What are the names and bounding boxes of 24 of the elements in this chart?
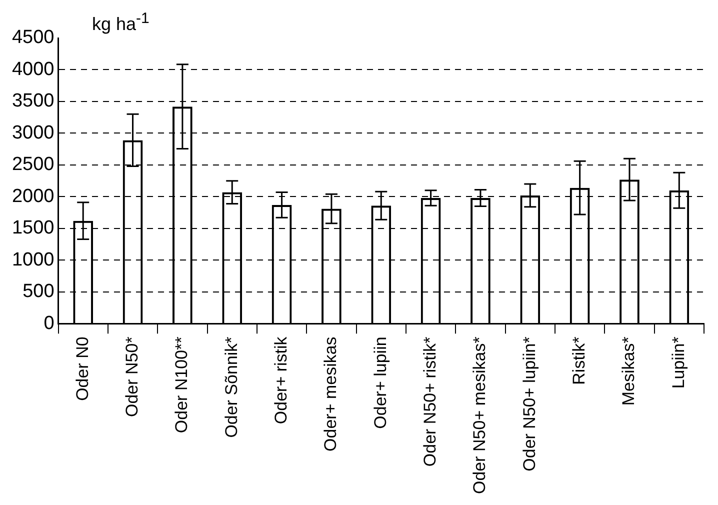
- y-axis-title: kg ha$^{-1}$: [92, 9, 150, 35]
- y-tick-label: 0: [44, 312, 54, 334]
- y-tick-label: 4000: [12, 58, 54, 80]
- x-tick-label: Mesikas*: [619, 336, 638, 406]
- x-tick-label: Lupiin*: [668, 336, 688, 389]
- y-tick-label: 3500: [12, 90, 54, 112]
- x-tick-label: Oder N50+ lupiin*: [520, 336, 539, 472]
- y-tick-label: 1500: [12, 218, 54, 239]
- y-tick-label: 2000: [12, 186, 54, 207]
- x-tick-label: Oder Sõnnik*: [222, 336, 241, 438]
- x-tick-label: Oder N50+ ristik*: [420, 336, 440, 467]
- x-tick-label: Oder+ mesikas: [321, 336, 340, 452]
- y-tick-label: 1000: [12, 249, 54, 270]
- x-tick-label: Oder N0: [72, 336, 92, 401]
- x-tick-label: Oder N50+ mesikas*: [470, 336, 490, 494]
- x-tick-label: Ristik*: [570, 336, 589, 385]
- x-tick-label: Oder+ ristik: [271, 336, 290, 424]
- x-tick-label: Oder N50*: [122, 336, 142, 418]
- y-tick-label: 3000: [12, 122, 54, 144]
- y-tick-label: 2500: [12, 154, 54, 176]
- x-tick-label: Oder+ lupiin: [370, 336, 390, 429]
- y-tick-label: 500: [22, 281, 54, 302]
- x-tick-label: Oder N100**: [172, 336, 192, 434]
- y-tick-label: 4500: [12, 27, 54, 48]
